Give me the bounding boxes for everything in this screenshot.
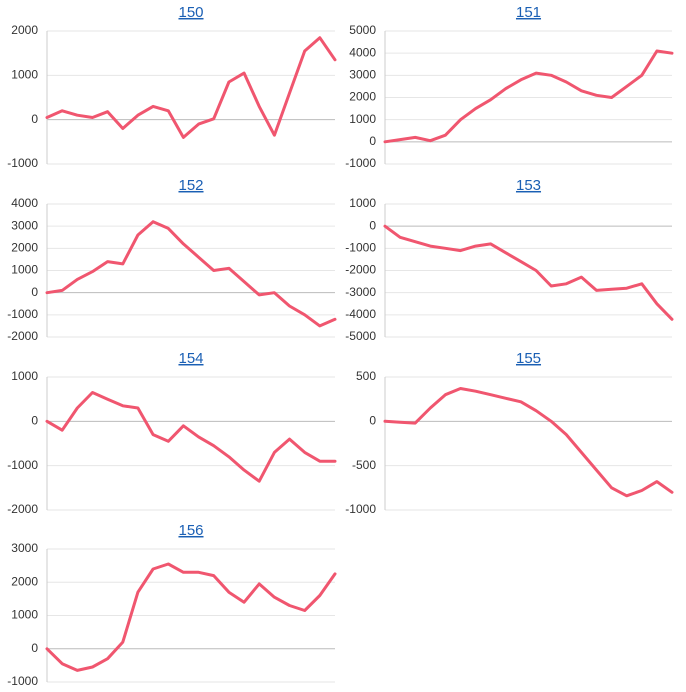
y-tick-label: -1000 <box>7 458 38 472</box>
data-line <box>45 36 337 139</box>
y-tick-label: -1000 <box>345 156 376 170</box>
y-tick-label: 0 <box>31 285 38 299</box>
data-line <box>383 224 674 321</box>
data-line <box>45 220 337 328</box>
y-tick-label: 1000 <box>11 369 38 383</box>
chart-title[interactable]: 152 <box>178 177 203 194</box>
y-tick-label: 5000 <box>349 23 376 37</box>
y-tick-label: 1000 <box>11 68 38 82</box>
y-tick-label: 0 <box>369 414 376 428</box>
y-tick-label: 2000 <box>349 90 376 104</box>
y-tick-label: 2000 <box>11 23 38 37</box>
y-tick-label: 0 <box>369 218 376 232</box>
y-tick-label: 0 <box>31 414 38 428</box>
y-tick-label: -2000 <box>7 502 38 516</box>
y-tick-label: 3000 <box>349 68 376 82</box>
y-tick-label: 0 <box>31 112 38 126</box>
chart-title[interactable]: 153 <box>516 177 541 194</box>
y-tick-label: -1000 <box>345 241 376 255</box>
y-tick-label: 2000 <box>11 241 38 255</box>
y-tick-label: 500 <box>356 369 376 383</box>
y-tick-label: 1000 <box>349 112 376 126</box>
y-tick-label: 0 <box>31 641 38 655</box>
data-line <box>383 49 674 144</box>
y-tick-label: 0 <box>369 134 376 148</box>
y-tick-label: -3000 <box>345 285 376 299</box>
y-tick-label: 1000 <box>11 608 38 622</box>
chart-title[interactable]: 155 <box>516 350 541 367</box>
y-tick-label: -1000 <box>7 674 38 688</box>
data-line <box>383 387 674 498</box>
chart-title[interactable]: 150 <box>178 4 203 21</box>
chart-title[interactable]: 154 <box>178 350 203 367</box>
y-tick-label: -500 <box>352 458 376 472</box>
data-line <box>45 391 337 483</box>
y-tick-label: 3000 <box>11 218 38 232</box>
y-tick-label: 1000 <box>349 196 376 210</box>
chart-title[interactable]: 156 <box>178 522 203 539</box>
y-tick-label: 4000 <box>11 196 38 210</box>
y-tick-label: -4000 <box>345 307 376 321</box>
y-tick-label: -5000 <box>345 329 376 343</box>
y-tick-label: 2000 <box>11 574 38 588</box>
y-tick-label: -2000 <box>345 263 376 277</box>
y-tick-label: -1000 <box>345 502 376 516</box>
y-tick-label: -1000 <box>7 156 38 170</box>
chart-title[interactable]: 151 <box>516 4 541 21</box>
y-tick-label: -2000 <box>7 329 38 343</box>
y-tick-label: 1000 <box>11 263 38 277</box>
data-line <box>45 562 337 672</box>
y-tick-label: -1000 <box>7 307 38 321</box>
y-tick-label: 3000 <box>11 541 38 555</box>
y-tick-label: 4000 <box>349 45 376 59</box>
